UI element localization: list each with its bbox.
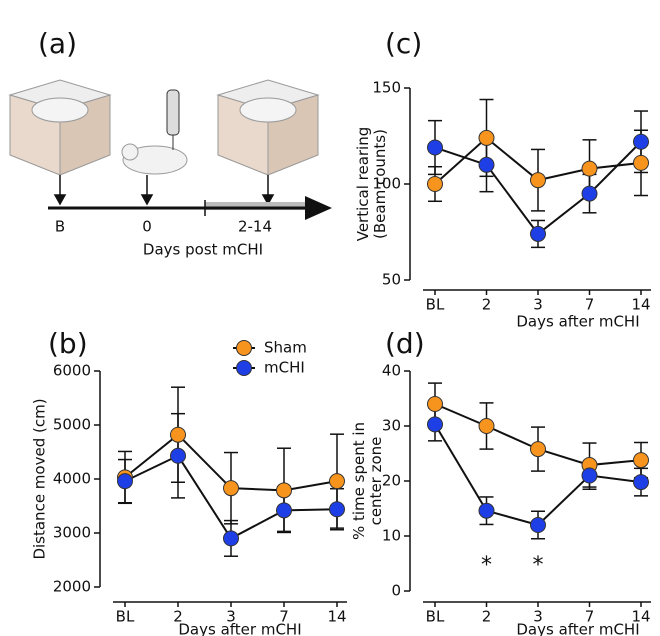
panel-label: (d) (385, 327, 425, 360)
y-tick-label: 4000 (53, 470, 91, 488)
point (581, 467, 598, 484)
y-tick-label: 20 (382, 472, 401, 490)
point (276, 502, 292, 519)
point (478, 156, 495, 173)
x-tick-label: BL (426, 296, 445, 314)
timeline-label: Days post mCHI (143, 241, 263, 259)
point (530, 225, 546, 242)
point (478, 129, 495, 146)
arrows (53, 175, 275, 206)
point (633, 474, 649, 491)
arrow-head (305, 196, 332, 220)
legend-label: mCHI (264, 359, 305, 377)
y-tick-label: 5000 (53, 416, 91, 434)
legend-marker (236, 340, 252, 356)
point (329, 501, 345, 518)
y-axis-label: % time spent in (350, 422, 368, 540)
x-tick-label: 7 (279, 608, 289, 626)
mouse-icon (121, 89, 188, 175)
x-axis-label: Days after mCHI (516, 313, 639, 331)
y-tick-label: 100 (372, 175, 401, 193)
panel-label: (b) (48, 327, 88, 360)
x-tick-label: 3 (533, 296, 543, 314)
point (633, 452, 649, 469)
x-tick-label: BL (426, 608, 445, 626)
y-tick-label: 3000 (53, 524, 91, 542)
point (581, 185, 598, 202)
point (427, 176, 443, 192)
point (478, 502, 495, 519)
y-tick-label: 6000 (53, 362, 91, 380)
y-tick-label: 50 (382, 271, 401, 289)
timeline-tick: 2-14 (238, 218, 272, 236)
point (170, 426, 186, 443)
legend-marker (236, 360, 252, 376)
x-axis-label: Days after mCHI (178, 621, 301, 636)
schematic: (a) B 0 2-14 D (8, 27, 332, 259)
x-tick-label: 14 (327, 608, 346, 626)
x-tick-label: 2 (173, 608, 183, 626)
x-tick-label: 14 (631, 608, 650, 626)
box-icon (8, 79, 112, 176)
y-tick-label: 2000 (53, 578, 91, 596)
annotation: * (533, 553, 544, 578)
x-tick-label: 7 (585, 296, 595, 314)
y-tick-label: 40 (382, 362, 401, 380)
point (223, 480, 239, 497)
x-tick-label: BL (116, 608, 135, 626)
x-tick-label: 2 (482, 608, 492, 626)
timeline-tick: B (55, 218, 65, 236)
point (427, 416, 443, 433)
x-tick-label: 2 (482, 296, 492, 314)
panel-label: (a) (38, 27, 77, 60)
y-tick-label: 0 (391, 582, 401, 600)
point (223, 530, 239, 547)
point (427, 139, 443, 156)
x-tick-label: 14 (631, 296, 650, 314)
point (530, 172, 546, 189)
point (329, 473, 345, 490)
annotation: * (481, 553, 492, 578)
legend-label: Sham (264, 339, 307, 357)
period-bar (205, 202, 305, 210)
panel-label: (c) (385, 27, 422, 60)
y-axis-label: Distance moved (cm) (31, 398, 49, 559)
x-axis-label: Days after mCHI (516, 621, 639, 636)
point (117, 473, 133, 490)
x-tick-label: 3 (533, 608, 543, 626)
box-icon (216, 79, 320, 176)
y-axis-label: Vertical rearing (354, 127, 372, 242)
y-tick-label: 150 (372, 79, 401, 97)
point (276, 482, 292, 499)
point (633, 154, 649, 171)
point (581, 160, 598, 177)
y-axis-label: center zone (367, 437, 385, 526)
y-tick-label: 30 (382, 417, 401, 435)
x-tick-label: 3 (226, 608, 236, 626)
point (427, 396, 443, 412)
point (633, 133, 649, 150)
x-tick-label: 7 (585, 608, 595, 626)
timeline-tick: 0 (142, 218, 152, 236)
y-tick-label: 10 (382, 527, 401, 545)
y-axis-label: (Beam counts) (371, 129, 389, 239)
point (478, 418, 495, 434)
point (170, 447, 186, 464)
point (530, 441, 546, 458)
point (530, 517, 546, 533)
